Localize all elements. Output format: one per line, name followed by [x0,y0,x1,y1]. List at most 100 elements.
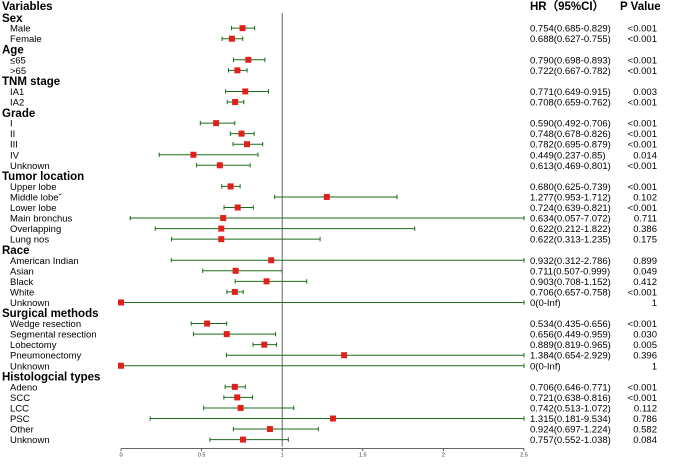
p-value-text: 0.112 [634,403,657,414]
p-value-text: 0.014 [633,150,657,161]
hr-point-marker [263,278,270,285]
hr-point-marker [238,130,245,137]
row-label: Wedge resection [10,319,81,330]
hr-point-marker [242,88,249,95]
p-value-text: <0.001 [628,55,657,66]
hr-point-marker [220,215,227,222]
row-label: Other [10,425,34,436]
hr-point-marker [118,362,124,369]
hr-ci-text: 0(0-Inf) [530,298,561,309]
hr-ci-text: 0.656(0.449-0.959) [530,330,611,341]
x-axis: 0 0.5 1 1.5 2 2.5 [119,13,528,459]
p-value-text: 1 [652,298,657,309]
hr-ci-text: 0.748(0.678-0.826) [530,129,611,140]
hr-ci-text: 0.449(0.237-0.85) [530,150,606,161]
hr-point-marker [218,236,225,243]
p-value-text: <0.001 [628,319,657,330]
p-value-text: 0.003 [633,87,657,98]
p-value-text: 0.899 [633,256,657,267]
hr-point-marker [216,162,223,169]
hr-ci-text: 0.771(0.649-0.915) [530,87,611,98]
group-label: Tumor location [2,171,84,183]
p-value-text: 0.412 [633,277,657,288]
row-label: Unknown [10,298,50,309]
header-hr-ci: HR（95%CI） [530,0,604,13]
p-value-text: 0.175 [633,235,657,246]
hr-point-marker [240,436,247,443]
p-value-text: <0.001 [628,140,657,151]
hr-ci-text: 0.754(0.685-0.829) [530,24,611,35]
group-label: Age [2,44,24,56]
p-value-text: <0.001 [628,98,657,109]
row-label: Overlapping [10,224,61,235]
group-label: Race [2,245,30,257]
group-label: Surgical methods [2,308,99,320]
hr-ci-text: 0.622(0.212-1.822) [530,224,611,235]
hr-point-marker [223,331,230,338]
hr-point-marker [239,25,246,32]
group-label: TNM stage [2,76,60,88]
p-value-text: 1 [652,361,657,372]
hr-ci-text: 0.742(0.513-1.072) [530,403,611,414]
hr-ci-text: 0.932(0.312-2.786) [530,256,611,267]
hr-ci-text: 1.315(0.181-9.534) [530,414,611,425]
x-tick-label: 0 [119,453,122,459]
hr-point-marker [213,120,220,127]
row-label: Black [10,277,33,288]
row-label: IA2 [10,98,24,109]
hr-point-marker [268,257,275,264]
hr-ci-text: 0.706(0.657-0.758) [530,287,611,298]
hr-ci-text: 0.889(0.819-0.965) [530,340,611,351]
hr-point-marker [234,204,241,211]
p-value-text: 0.084 [633,435,657,446]
row-label: II [10,129,15,140]
row-label: ≤65 [10,55,26,66]
x-tick-label: 2 [442,453,445,459]
row-label: PSC [10,414,30,425]
p-value-text: 0.786 [633,414,657,425]
p-value-text: <0.001 [628,161,657,172]
hr-ci-text: 0.711(0.507-0.999) [530,266,610,277]
p-value-text: <0.001 [628,34,657,45]
p-value-text: <0.001 [628,287,657,298]
hr-ci-text: 0.634(0.057-7.072) [530,214,611,225]
p-value-text: 0.386 [633,224,657,235]
p-value-text: 0.030 [633,330,657,341]
hr-point-marker [261,341,268,348]
group-label: Sex [2,13,23,25]
hr-point-marker [118,299,124,306]
hr-point-marker [234,67,241,74]
row-label: Lobectomy [10,340,57,351]
hr-point-marker [266,426,273,433]
p-value-text: <0.001 [628,382,657,393]
hr-ci-text: 0.757(0.552-1.038) [530,435,611,446]
row-label: IA1 [10,87,24,98]
row-label: Unknown [10,161,50,172]
p-value-text: <0.001 [628,393,657,404]
hr-ci-text: 0.790(0.698-0.893) [530,55,611,66]
group-label: Histologcial types [2,372,100,384]
header-variables: Variables [2,1,53,13]
hr-point-marker [323,193,330,200]
p-value-text: <0.001 [628,24,657,35]
hr-point-marker [227,183,234,190]
p-value-text: <0.001 [628,203,657,214]
p-value-text: 0.102 [633,192,657,203]
hr-ci-text: 0.924(0.697-1.224) [530,425,611,436]
row-label: Unknown [10,361,50,372]
hr-ci-text: 0.688(0.627-0.755) [530,34,611,45]
row-label: Segmental resection [10,330,97,341]
hr-ci-text: 0.903(0.708-1.152) [530,277,611,288]
hr-point-marker [237,404,244,411]
hr-point-marker [228,35,235,42]
hr-ci-text: 0.590(0.492-0.706) [530,119,611,130]
hr-ci-text: 0.706(0.646-0.771) [530,382,611,393]
hr-point-marker [245,56,252,63]
hr-point-marker [234,394,241,401]
hr-point-marker [341,352,348,359]
p-value-text: <0.001 [628,119,657,130]
hr-ci-text: 0.613(0.469-0.801) [530,161,611,172]
p-value-text: 0.049 [633,266,657,277]
x-tick-label: 0.5 [198,453,206,459]
